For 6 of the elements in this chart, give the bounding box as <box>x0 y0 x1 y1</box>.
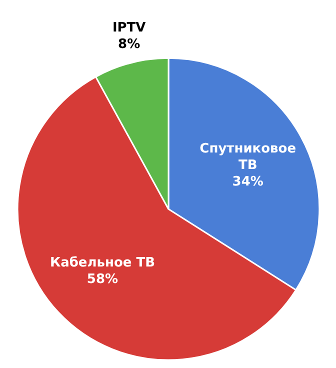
slice-label: IPTV <box>112 20 146 36</box>
data-label: 8% <box>118 37 140 52</box>
data-label: 34% <box>232 174 264 190</box>
slice-label: Спутниковое ТВ <box>200 141 296 173</box>
slice-label: Кабельное ТВ <box>50 256 156 271</box>
data-label: 58% <box>86 272 118 288</box>
